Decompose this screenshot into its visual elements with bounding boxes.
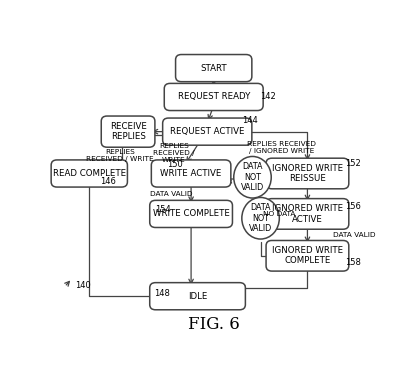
Text: REPLIES RECEIVED
/ IGNORED WRITE: REPLIES RECEIVED / IGNORED WRITE (247, 141, 316, 154)
Text: 150: 150 (167, 160, 183, 170)
Text: READ COMPLETE: READ COMPLETE (53, 169, 126, 178)
Text: IGNORED WRITE
REISSUE: IGNORED WRITE REISSUE (272, 164, 343, 183)
Ellipse shape (234, 156, 271, 198)
FancyBboxPatch shape (266, 199, 349, 229)
Text: DATA
NOT
VALID: DATA NOT VALID (249, 203, 272, 233)
Text: 156: 156 (345, 202, 361, 211)
FancyBboxPatch shape (266, 158, 349, 189)
Text: 146: 146 (100, 177, 116, 186)
Text: 144: 144 (242, 116, 258, 124)
Text: 148: 148 (154, 289, 170, 298)
Text: NO DATA: NO DATA (263, 211, 296, 217)
FancyBboxPatch shape (164, 83, 263, 111)
Text: IGNORED WRITE
ACTIVE: IGNORED WRITE ACTIVE (272, 204, 343, 224)
Text: RECEIVE
REPLIES: RECEIVE REPLIES (110, 122, 146, 141)
Text: REPLIES
RECEIVED / WRITE: REPLIES RECEIVED / WRITE (86, 149, 154, 162)
Text: FIG. 6: FIG. 6 (188, 316, 240, 333)
Text: WRITE ACTIVE: WRITE ACTIVE (161, 169, 222, 178)
Text: WRITE COMPLETE: WRITE COMPLETE (153, 209, 229, 218)
Text: DATA VALID: DATA VALID (150, 191, 192, 197)
FancyBboxPatch shape (51, 160, 128, 187)
FancyBboxPatch shape (150, 283, 245, 310)
Ellipse shape (242, 198, 279, 239)
FancyBboxPatch shape (176, 54, 252, 82)
Text: IGNORED WRITE
COMPLETE: IGNORED WRITE COMPLETE (272, 246, 343, 266)
Text: 158: 158 (345, 258, 361, 267)
FancyBboxPatch shape (266, 240, 349, 271)
Text: REQUEST READY: REQUEST READY (178, 93, 250, 102)
Text: 140: 140 (75, 281, 91, 290)
Text: IDLE: IDLE (188, 292, 207, 301)
Text: REQUEST ACTIVE: REQUEST ACTIVE (170, 127, 244, 136)
FancyBboxPatch shape (163, 118, 252, 145)
FancyBboxPatch shape (101, 116, 155, 147)
Text: START: START (201, 64, 227, 73)
Text: REPLIES
RECEIVED /
WRITE: REPLIES RECEIVED / WRITE (153, 143, 194, 163)
FancyBboxPatch shape (150, 200, 232, 228)
Text: 154: 154 (155, 205, 171, 214)
FancyBboxPatch shape (151, 160, 231, 187)
Text: 142: 142 (261, 93, 276, 102)
Text: DATA
NOT
VALID: DATA NOT VALID (241, 162, 264, 192)
Text: 152: 152 (345, 159, 361, 168)
Text: DATA VALID: DATA VALID (333, 232, 376, 238)
